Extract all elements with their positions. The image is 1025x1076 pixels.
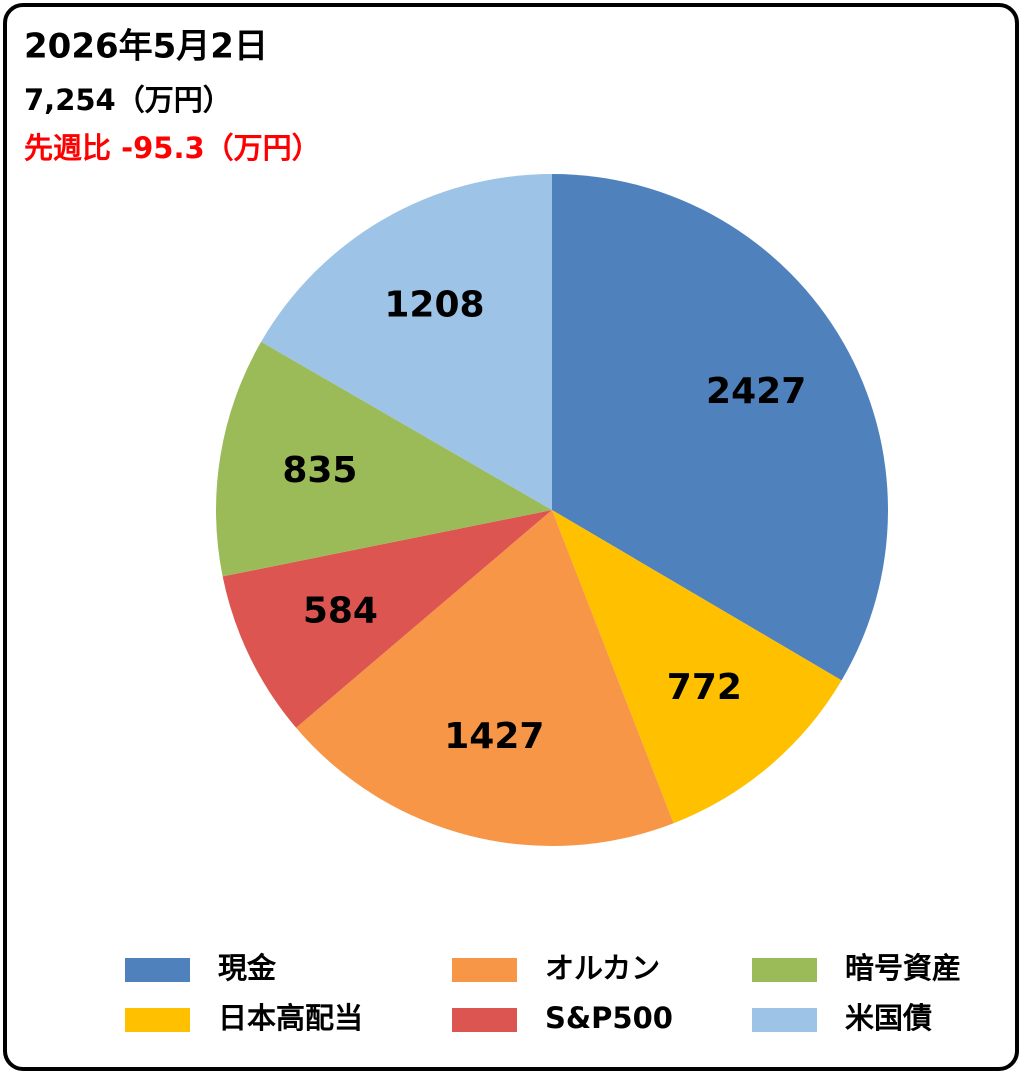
chart-annotation: 先週比 -95.3（万円） bbox=[24, 131, 321, 165]
legend-swatch bbox=[452, 1008, 517, 1032]
pie-slice bbox=[552, 510, 842, 824]
data-label: 772 bbox=[667, 667, 742, 708]
data-label: 1427 bbox=[444, 716, 544, 757]
data-label: 1208 bbox=[384, 284, 484, 325]
legend-label: 現金 bbox=[218, 951, 277, 985]
legend-label: オルカン bbox=[545, 951, 660, 985]
chart-subtitle: 7,254（万円） bbox=[24, 83, 232, 117]
legend-swatch bbox=[452, 958, 517, 982]
legend-swatch bbox=[125, 1008, 190, 1032]
data-label: 584 bbox=[303, 591, 378, 632]
legend-label: S&P500 bbox=[545, 1001, 673, 1035]
data-label: 2427 bbox=[706, 371, 806, 412]
legend-swatch bbox=[752, 958, 817, 982]
legend-label: 米国債 bbox=[845, 1001, 932, 1035]
pie-slice bbox=[222, 510, 553, 728]
pie-slice bbox=[261, 173, 552, 510]
legend-swatch bbox=[752, 1008, 817, 1032]
pie-slice bbox=[552, 174, 889, 681]
data-label: 835 bbox=[282, 450, 357, 491]
legend-label: 日本高配当 bbox=[218, 1001, 363, 1035]
chart-title: 2026年5月2日 bbox=[24, 27, 268, 67]
legend-label: 暗号資産 bbox=[845, 951, 961, 985]
pie-slice bbox=[216, 341, 553, 577]
legend-swatch bbox=[125, 958, 190, 982]
pie-slice bbox=[296, 510, 674, 846]
